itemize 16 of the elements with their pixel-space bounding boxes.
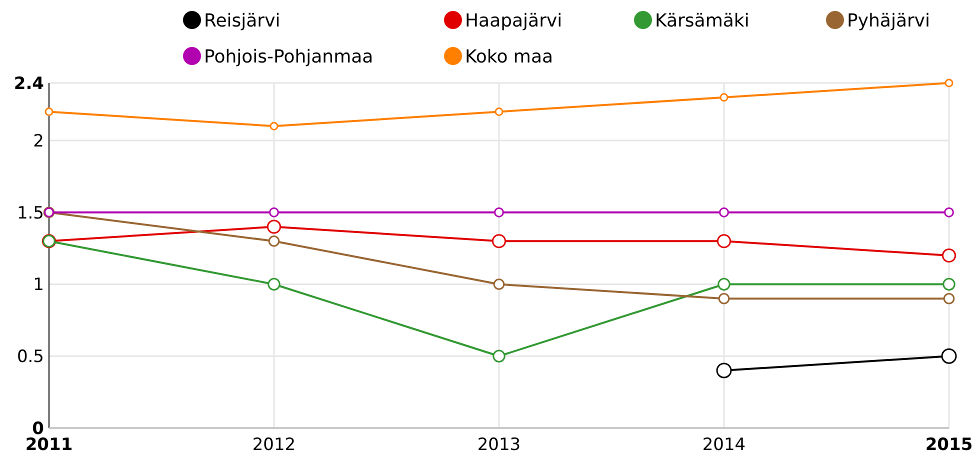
legend-label: Haapajärvi: [465, 10, 562, 32]
x-tick-label: 2014: [702, 435, 746, 455]
y-tick-label: 1: [33, 275, 44, 296]
legend-label: Pyhäjärvi: [847, 10, 930, 32]
x-tick-label: 2015: [925, 435, 973, 455]
x-tick-label: 2013: [477, 435, 521, 455]
y-tick-label: 2: [33, 131, 44, 152]
y-tick-label: 0.5: [16, 347, 44, 368]
x-tick-label: 2011: [25, 435, 73, 455]
legend-label: Kärsämäki: [655, 10, 750, 32]
legend-label: Koko maa: [465, 46, 554, 68]
legend-label: Reisjärvi: [204, 10, 280, 32]
y-tick-label: 1.5: [16, 203, 44, 224]
y-tick-label: 2.4: [14, 74, 44, 94]
legend-label: Pohjois-Pohjanmaa: [204, 46, 374, 68]
x-tick-label: 2012: [252, 435, 296, 455]
